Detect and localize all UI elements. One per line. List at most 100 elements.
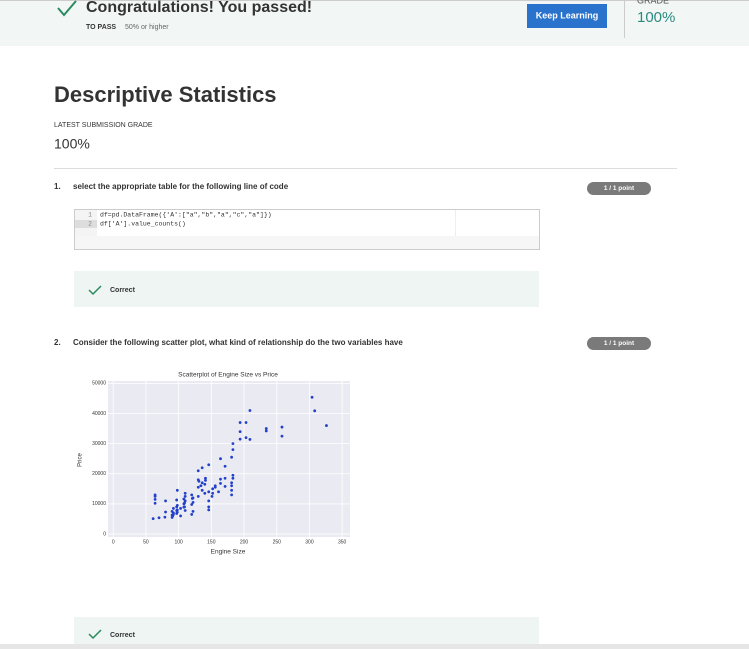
points-badge [587, 182, 651, 195]
point [231, 442, 235, 446]
point [207, 505, 211, 509]
keep-learning-button[interactable] [527, 4, 607, 28]
point [157, 516, 161, 520]
point [238, 430, 242, 433]
point [175, 488, 179, 492]
point [151, 517, 155, 521]
grade-label: GRADE [637, 0, 669, 5]
point [248, 409, 252, 412]
point [196, 494, 200, 498]
point [190, 513, 194, 516]
point [219, 457, 222, 461]
point [196, 485, 200, 489]
point [230, 481, 234, 485]
button-label[interactable]: Keep Learning [536, 10, 599, 20]
feedback-text: Correct [110, 287, 136, 294]
code-footer [75, 236, 539, 249]
point [280, 425, 284, 429]
y-tick-label: 40000 [92, 411, 106, 417]
point [182, 497, 186, 501]
y-tick-label: 20000 [92, 471, 106, 477]
point [280, 434, 284, 438]
to-pass-value: 50% or higher [125, 24, 169, 31]
feedback-text: Correct [110, 632, 136, 639]
point [171, 514, 175, 518]
x-tick-label: 250 [273, 539, 282, 545]
point [191, 510, 195, 513]
point [200, 488, 204, 492]
point [183, 501, 186, 505]
point [230, 484, 234, 488]
point [219, 477, 222, 481]
point [213, 484, 217, 488]
point [223, 485, 227, 488]
point [211, 491, 215, 495]
x-tick-label: 0 [112, 539, 115, 545]
point [264, 429, 268, 433]
point [244, 421, 248, 424]
point [217, 490, 220, 494]
point [207, 490, 211, 494]
point [199, 484, 203, 488]
point [230, 488, 234, 492]
point [164, 499, 167, 503]
point [204, 476, 207, 480]
point [170, 510, 174, 513]
point [207, 499, 211, 503]
point [230, 493, 234, 497]
check-icon [57, 0, 77, 17]
point [183, 491, 187, 495]
point [264, 427, 268, 430]
x-tick-label: 350 [338, 539, 347, 545]
point [191, 500, 195, 504]
point [230, 455, 234, 459]
point [183, 509, 187, 512]
question-number: 1. [54, 182, 61, 191]
point [175, 508, 179, 512]
point [231, 473, 235, 477]
point [223, 476, 227, 480]
point [196, 469, 200, 473]
x-tick-label: 100 [174, 539, 183, 545]
points-label: 1 / 1 point [604, 185, 635, 192]
question-text: Consider the following scatter plot, wha… [73, 338, 403, 347]
point [172, 506, 175, 510]
point [223, 464, 227, 468]
point [175, 498, 179, 502]
point [204, 478, 207, 482]
point [183, 494, 187, 498]
point [219, 481, 222, 485]
point [190, 503, 194, 506]
x-axis-label: Engine Size [211, 549, 246, 556]
point [310, 395, 314, 399]
point [179, 506, 183, 510]
footer-bar [0, 644, 749, 649]
code-line: df['A'].value_counts() [100, 221, 186, 228]
check-icon [88, 285, 102, 296]
point [175, 510, 179, 514]
latest-label: LATEST SUBMISSION GRADE [54, 122, 153, 129]
line-number: 1 [88, 212, 92, 219]
feedback-box [74, 617, 539, 649]
feedback-box [74, 271, 539, 307]
point [238, 421, 242, 424]
check-icon [88, 629, 102, 640]
point [183, 505, 186, 509]
y-tick-label: 30000 [92, 441, 106, 447]
chart-title: Scatterplot of Engine Size vs Price [178, 372, 278, 379]
point [197, 479, 201, 483]
question-number: 2. [54, 338, 61, 347]
points-badge [587, 337, 651, 350]
x-tick-label: 300 [305, 539, 314, 545]
point [191, 496, 195, 500]
x-tick-label: 200 [240, 539, 249, 545]
point [207, 508, 211, 512]
point [175, 503, 179, 507]
code-line: df=pd.DataFrame({'A':["a","b","a","c","a… [100, 212, 272, 219]
point [200, 481, 204, 485]
point [163, 515, 167, 519]
to-pass-label: TO PASS [86, 24, 116, 31]
point [190, 493, 194, 497]
